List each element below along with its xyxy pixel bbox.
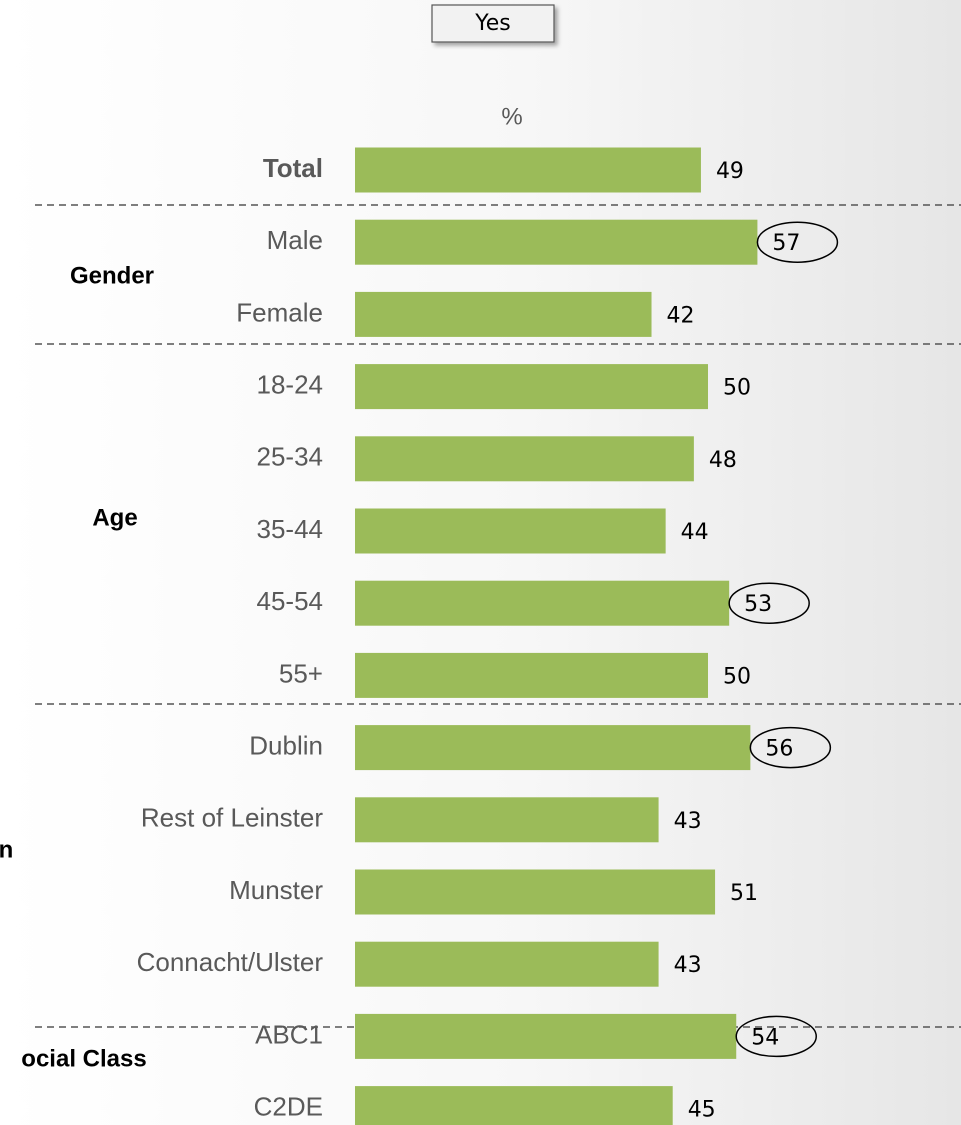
value-label: 44 [681,520,709,545]
bar [355,797,659,843]
bar [355,147,701,193]
category-label: Dublin [249,730,323,760]
highlight-circle [728,582,810,624]
value-label: 54 [751,1025,779,1050]
category-label: 25-34 [257,442,324,472]
category-label: Total [263,153,323,183]
category-label: Munster [229,875,323,905]
bar [355,436,694,482]
highlight-circle [735,1015,817,1058]
group-label: n [0,836,13,863]
category-label: 18-24 [257,369,324,399]
value-label: 43 [674,953,702,978]
group-label: Gender [70,262,154,289]
bar [355,1086,673,1125]
bar [355,219,758,265]
category-label: Male [267,225,323,255]
bar [355,508,666,554]
header-box [431,4,555,43]
value-label: 53 [744,592,772,617]
category-label: Rest of Leinster [141,803,323,833]
category-label: 55+ [279,658,323,688]
unit-label: % [501,103,522,130]
bar [355,1013,737,1059]
bar [355,725,751,771]
value-label: 45 [688,1098,716,1123]
bar [355,652,708,698]
bar [355,941,659,987]
header: Yes [474,11,511,36]
category-label: ABC1 [255,1019,323,1049]
bar [355,580,730,626]
bar [355,291,652,337]
category-label: C2DE [254,1091,323,1121]
category-label: Connacht/Ulster [137,947,324,977]
category-label: 35-44 [257,514,324,544]
value-label: 48 [709,448,737,473]
value-label: 49 [716,159,744,184]
value-label: 43 [674,809,702,834]
category-label: Female [236,297,323,327]
bar [355,364,708,410]
group-label: Age [92,504,137,531]
category-label: 45-54 [257,586,324,616]
value-label: 56 [765,737,793,762]
highlight-circle [756,221,839,263]
value-label: 51 [730,881,758,906]
highlight-circle [749,726,832,769]
value-label: 50 [723,376,751,401]
value-label: 57 [772,231,800,256]
value-label: 50 [723,664,751,689]
value-label: 42 [667,303,695,328]
group-label: ocial Class [21,1045,146,1072]
bar [355,869,716,915]
